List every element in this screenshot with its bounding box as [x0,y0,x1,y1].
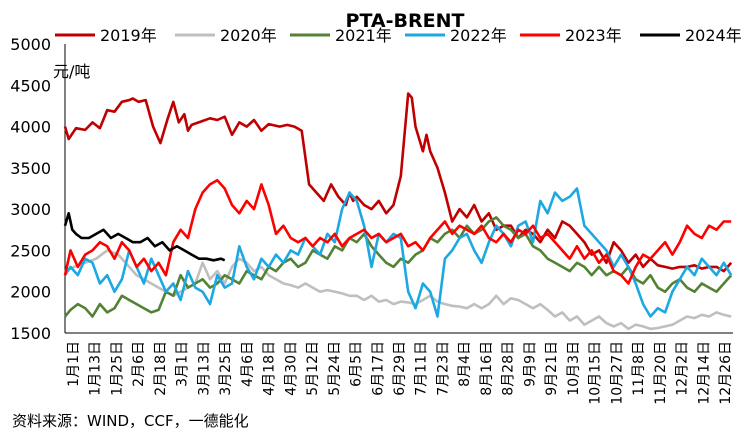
x-tick-label: 6月29日 [392,341,408,396]
x-tick-label: 6月5日 [349,341,365,387]
x-tick-label: 7月23日 [435,341,451,396]
x-tick-label: 4月18日 [262,341,278,396]
x-tick-label: 1月1日 [66,341,82,387]
x-tick-label: 1月13日 [88,341,104,396]
x-tick-label: 11月8日 [631,341,647,396]
x-tick-label: 12月2日 [675,341,691,396]
x-tick-label: 7月11日 [414,341,430,396]
y-tick-label: 4000 [10,118,51,137]
x-tick-label: 9月9日 [522,341,538,387]
series-line-2023年 [63,178,732,285]
x-tick-label: 1月25日 [109,341,125,396]
y-tick-label: 2500 [10,241,51,260]
series-line-2024年 [63,212,226,262]
legend-label: 2021年 [335,26,392,45]
series-line-2019年 [63,92,733,273]
x-tick-label: 8月16日 [479,341,495,396]
x-tick-label: 2月6日 [131,341,147,387]
x-tick-label: 4月6日 [240,341,256,387]
x-tick-label: 10月3日 [566,341,582,396]
chart-title: PTA-BRENT [346,10,465,32]
x-tick-label: 11月20日 [653,341,669,405]
x-tick-label: 10月27日 [609,341,625,405]
x-tick-label: 6月17日 [370,341,386,396]
legend: 2019年 2020年 2021年 2022年 2023年 2024年 [55,26,742,45]
legend-label: 2020年 [220,26,277,45]
x-tick-label: 5月12日 [305,341,321,396]
legend-label: 2022年 [450,26,507,45]
x-tick-label: 3月25日 [218,341,234,396]
y-tick-label: 1500 [10,324,51,343]
legend-label: 2023年 [565,26,622,45]
y-tick-label: 5000 [10,35,51,54]
y-tick-label: 3500 [10,159,51,178]
y-tick-label: 2000 [10,283,51,302]
legend-label: 2019年 [100,26,157,45]
x-tick-label: 10月15日 [588,341,604,405]
series-layer [63,92,733,331]
x-tick-label: 9月21日 [544,341,560,396]
y-tick-label: 3000 [10,200,51,219]
y-axis: 1500 2000 2500 3000 3500 4000 4500 5000 [10,35,66,343]
x-tick-label: 8月28日 [501,341,517,396]
x-tick-label: 2月18日 [153,341,169,396]
x-tick-label: 12月26日 [718,341,734,405]
y-tick-label: 4500 [10,76,51,95]
x-tick-label: 4月30日 [283,341,299,396]
x-tick-label: 12月14日 [696,341,712,405]
legend-label: 2024年 [685,26,742,45]
y-axis-label: 元/吨 [53,62,90,81]
x-tick-label: 3月1日 [175,341,191,387]
x-tick-label: 3月13日 [196,341,212,396]
x-axis: 1月1日 1月13日 1月25日 2月6日 2月18日 3月1日 3月13日 3月25日 4月6… [65,332,734,405]
source-note: 资料来源：WIND，CCF，一德能化 [12,412,249,430]
x-tick-label: 5月24日 [327,341,343,396]
x-tick-label: 8月4日 [457,341,473,387]
